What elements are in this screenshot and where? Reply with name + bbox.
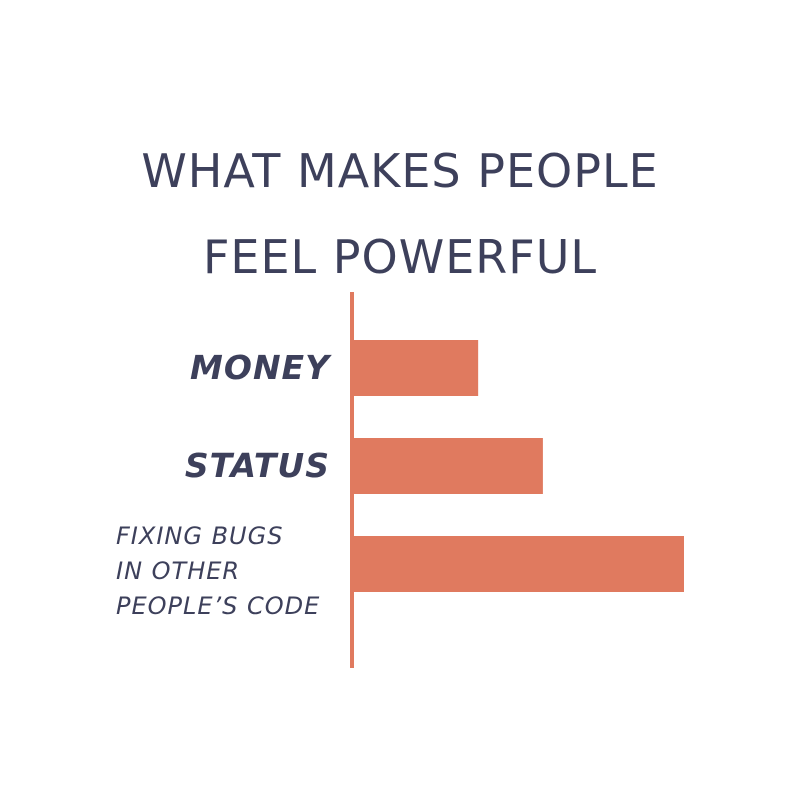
bar-1	[352, 438, 543, 494]
category-label: FIXING BUGS IN OTHER PEOPLE’S CODE	[116, 522, 321, 620]
bar-0	[352, 340, 479, 396]
category-label: MONEY	[190, 348, 330, 387]
chart-title: WHAT MAKES PEOPLE FEEL POWERFUL	[141, 144, 659, 284]
bar-2	[352, 536, 684, 592]
category-label: STATUS	[184, 446, 330, 485]
